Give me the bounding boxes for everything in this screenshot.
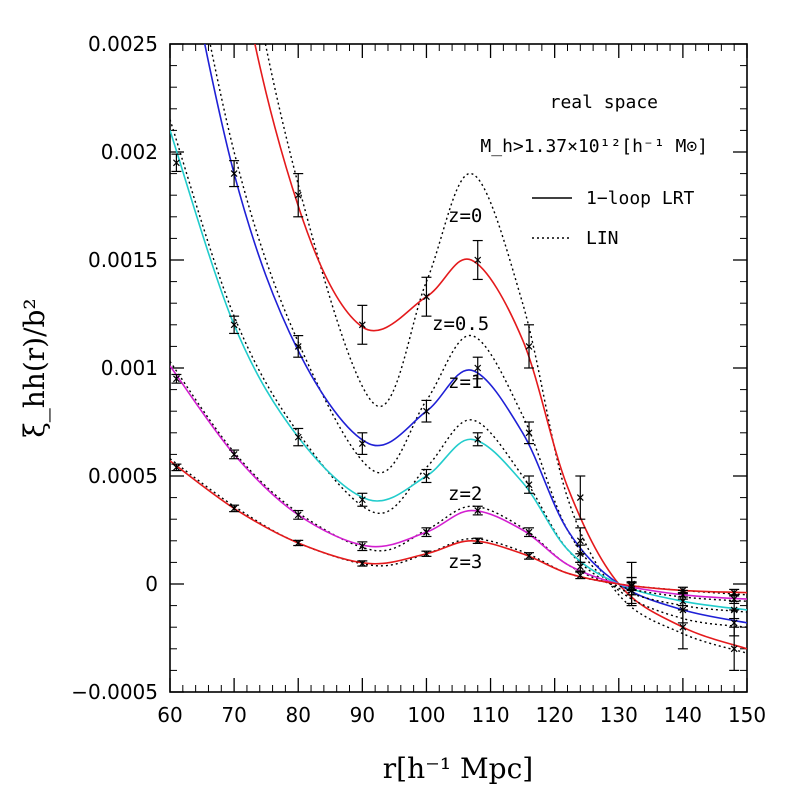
x-tick-label: 140: [664, 703, 702, 727]
data-point-z=0.5: [229, 160, 240, 188]
curves: [170, 44, 747, 654]
x-tick-label: 90: [350, 703, 375, 727]
lin-curve-z=1: [170, 119, 747, 613]
data-point-z=1: [729, 600, 740, 620]
data-point-z=0.5: [421, 399, 432, 423]
x-tick-label: 110: [471, 703, 509, 727]
data-points: [171, 9, 740, 672]
x-tick-label: 80: [285, 703, 310, 727]
z-label-3: z=3: [448, 551, 482, 573]
data-point-z=3: [421, 550, 432, 558]
data-point-z=3: [171, 463, 182, 472]
data-point-z=0: [575, 475, 586, 520]
data-point-z=3: [524, 552, 535, 560]
y-tick-label: 0.0015: [88, 248, 158, 272]
z-label-1: z=1: [448, 371, 482, 393]
x-tick-label: 120: [536, 703, 574, 727]
y-tick-label: 0.0025: [88, 32, 158, 56]
data-point-z=2: [472, 505, 483, 516]
data-point-z=3: [357, 560, 368, 567]
data-point-z=3: [229, 504, 240, 513]
annotation-space: real space: [550, 92, 658, 113]
x-axis-title: r[h⁻¹ Mpc]: [383, 752, 533, 785]
data-point-z=2: [729, 594, 740, 605]
data-point-z=3: [293, 539, 304, 547]
y-axis-title: ξ_hh(r)/b²: [18, 298, 51, 437]
data-point-z=1: [575, 544, 586, 564]
y-tick-label: 0.0005: [88, 464, 158, 488]
lrt-curve-z=3: [170, 460, 747, 594]
data-point-z=0.5: [524, 421, 535, 445]
x-tick-label: 150: [728, 703, 766, 727]
legend-label-lin: LIN: [586, 228, 619, 249]
y-tick-label: 0: [145, 572, 158, 596]
data-point-z=0: [524, 324, 535, 369]
legend-label-lrt: 1−loop LRT: [586, 188, 695, 209]
y-tick-label: −0.0005: [71, 680, 158, 704]
data-point-z=0: [293, 173, 304, 218]
data-point-z=0.5: [191, 9, 201, 35]
y-tick-label: 0.002: [101, 140, 158, 164]
lrt-curve-z=2: [170, 365, 747, 600]
data-point-z=1: [357, 492, 368, 507]
legend: 1−loop LRT LIN: [532, 188, 695, 249]
data-point-z=1: [472, 432, 483, 447]
data-point-z=2: [293, 509, 304, 520]
data-point-z=0: [472, 239, 483, 281]
data-point-z=0: [357, 304, 368, 345]
data-point-z=1: [229, 315, 240, 335]
lrt-curve-z=1: [170, 130, 747, 611]
x-tick-label: 100: [407, 703, 445, 727]
x-tick-label: 60: [157, 703, 182, 727]
axis-ticks: 60 70 80 90 100 110 120 130 140 150 −0.0005 0 0.0005…: [71, 32, 766, 727]
z-label-2: z=2: [448, 483, 482, 505]
data-point-z=2: [524, 527, 535, 538]
data-point-z=2: [229, 449, 240, 460]
data-point-z=1: [524, 475, 535, 494]
data-point-z=3: [729, 588, 740, 597]
data-point-z=2: [575, 561, 586, 572]
data-point-z=0: [421, 276, 432, 317]
data-point-z=1: [293, 427, 304, 447]
data-point-z=1: [171, 153, 182, 173]
annotation-mass-cut: M_h>1.37×10¹²[h⁻¹ M⊙]: [480, 136, 708, 157]
data-point-z=3: [677, 586, 688, 595]
data-point-z=0.5: [357, 432, 368, 455]
data-point-z=2: [171, 373, 182, 384]
data-point-z=0.5: [472, 356, 483, 380]
x-tick-label: 70: [221, 703, 246, 727]
z-label-0: z=0: [448, 205, 482, 227]
lin-curve-z=0.5: [209, 44, 747, 628]
data-point-z=3: [626, 582, 637, 591]
data-point-z=2: [357, 541, 368, 552]
data-point-z=3: [472, 537, 483, 545]
x-tick-label: 130: [600, 703, 638, 727]
y-tick-label: 0.001: [101, 356, 158, 380]
data-point-z=2: [421, 527, 432, 538]
lrt-curve-z=0: [254, 44, 747, 650]
data-point-z=3: [575, 571, 586, 580]
data-point-z=1: [421, 468, 432, 484]
z-label-0.5: z=0.5: [432, 313, 489, 335]
data-point-z=0.5: [293, 335, 304, 358]
lin-curve-z=0: [264, 44, 747, 654]
lrt-curve-z=0.5: [203, 44, 747, 624]
